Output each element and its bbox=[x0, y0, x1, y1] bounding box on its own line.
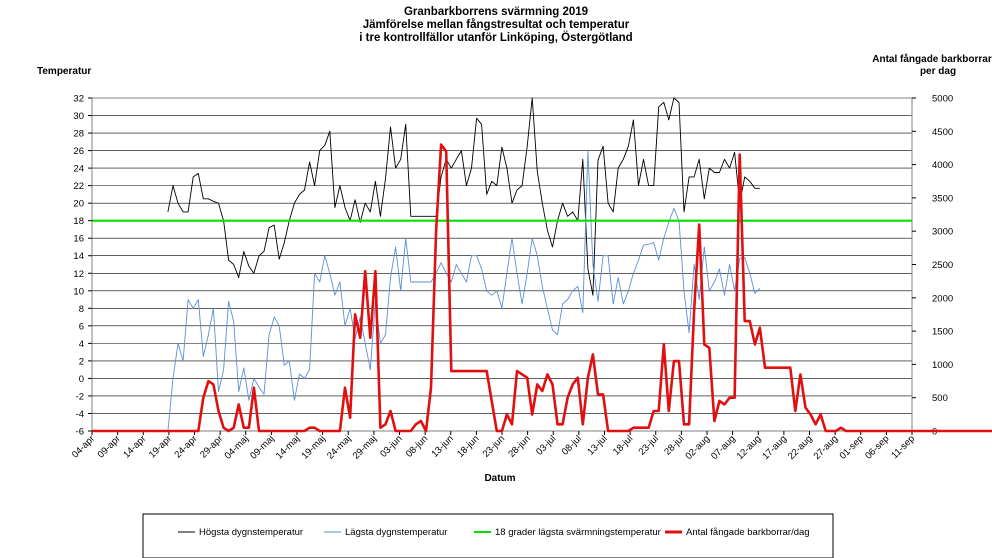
series-lines bbox=[92, 97, 992, 433]
right-tick-label: 1000 bbox=[932, 360, 953, 371]
left-axis-label: Temperatur bbox=[37, 66, 91, 77]
series-low-temp bbox=[167, 150, 761, 432]
x-tick-label: 19-apr bbox=[147, 433, 174, 460]
left-tick-label: 18 bbox=[73, 216, 84, 227]
left-tick-label: 4 bbox=[79, 339, 84, 350]
left-tick-label: 22 bbox=[73, 181, 84, 192]
right-tick-label: 500 bbox=[932, 393, 948, 404]
right-tick-label: 2500 bbox=[932, 260, 953, 271]
left-tick-label: 24 bbox=[73, 164, 84, 175]
x-tick-label: 06-sep bbox=[863, 433, 891, 461]
right-tick-label: 3000 bbox=[932, 227, 953, 238]
right-axis-label-line-2: per dag bbox=[920, 66, 956, 77]
x-tick-label: 11-sep bbox=[889, 433, 917, 461]
title-line-1: Granbarkborrens svärmning 2019 bbox=[404, 6, 588, 18]
x-tick-label: 24-maj bbox=[325, 433, 353, 461]
title-line-2: Jämförelse mellan fångstresultat och tem… bbox=[363, 19, 630, 31]
legend-label-high: Högsta dygnstemperatur bbox=[199, 527, 303, 538]
left-tick-label: -4 bbox=[76, 409, 84, 420]
x-tick-label: 04-maj bbox=[223, 433, 251, 461]
x-tick-label: 23-jun bbox=[481, 433, 507, 459]
legend-box bbox=[142, 513, 834, 558]
left-tick-label: 28 bbox=[73, 129, 84, 140]
right-tick-label: 4000 bbox=[932, 160, 953, 171]
left-tick-label: 12 bbox=[73, 269, 84, 280]
right-tick-label: 5000 bbox=[932, 94, 953, 105]
x-tick-label: 29-maj bbox=[351, 433, 379, 461]
x-tick-label: 07-aug bbox=[709, 433, 738, 462]
x-tick-label: 17-aug bbox=[760, 433, 789, 462]
x-tick-label: 23-jul bbox=[637, 433, 661, 457]
left-tick-label: 8 bbox=[79, 304, 84, 315]
x-tick-label: 14-maj bbox=[274, 433, 302, 461]
x-tick-label: 08-jun bbox=[404, 433, 430, 459]
x-tick-label: 13-jul bbox=[585, 433, 609, 457]
x-tick-label: 18-jul bbox=[611, 433, 635, 457]
left-tick-label: 0 bbox=[79, 374, 84, 385]
chart-title: Granbarkborrens svärmning 2019 Jämförels… bbox=[359, 6, 632, 44]
x-tick-label: 19-maj bbox=[299, 433, 327, 461]
series-beetle-count bbox=[92, 143, 992, 433]
left-tick-label: 30 bbox=[73, 111, 84, 122]
legend-label-low: Lägsta dygnstemperatur bbox=[345, 527, 447, 538]
x-tick-label: 24-apr bbox=[172, 433, 199, 460]
legend-label-threshold: 18 grader lägsta svärmningstemperatur bbox=[495, 527, 661, 538]
left-tick-label: -2 bbox=[76, 391, 84, 402]
x-tick-label: 14-apr bbox=[121, 433, 148, 460]
legend: Högsta dygnstemperatur Lägsta dygnstempe… bbox=[142, 513, 834, 558]
x-tick-label: 12-aug bbox=[735, 433, 764, 462]
legend-label-count: Antal fångade barkborrar/dag bbox=[686, 527, 810, 538]
x-tick-label: 09-apr bbox=[96, 433, 123, 460]
x-tick-label: 08-jul bbox=[560, 433, 584, 457]
x-tick-label: 03-jul bbox=[534, 433, 558, 457]
x-tick-label: 02-aug bbox=[683, 433, 712, 462]
left-tick-label: 26 bbox=[73, 146, 84, 157]
x-tick-label: 22-aug bbox=[786, 433, 815, 462]
left-tick-label: 2 bbox=[79, 356, 84, 367]
x-axis-label: Datum bbox=[484, 473, 515, 484]
x-axis: 04-apr09-apr14-apr19-apr24-apr29-apr04-m… bbox=[70, 431, 917, 462]
series-high-temp bbox=[167, 97, 760, 296]
left-tick-label: 32 bbox=[73, 94, 84, 105]
x-tick-label: 13-jun bbox=[429, 433, 455, 459]
x-tick-label: 01-sep bbox=[838, 433, 866, 461]
left-tick-label: 6 bbox=[79, 321, 84, 332]
left-tick-label: 16 bbox=[73, 234, 84, 245]
left-tick-label: 20 bbox=[73, 199, 84, 210]
right-tick-label: 2000 bbox=[932, 293, 953, 304]
right-tick-label: 4500 bbox=[932, 127, 953, 138]
left-tick-label: 10 bbox=[73, 286, 84, 297]
x-tick-label: 18-jun bbox=[455, 433, 481, 459]
x-tick-label: 29-apr bbox=[198, 433, 225, 460]
x-tick-label: 27-aug bbox=[812, 433, 841, 462]
left-tick-label: -6 bbox=[76, 427, 84, 438]
right-axis-label-line-1: Antal fångade barkborrar bbox=[872, 53, 992, 65]
x-tick-label: 03-jun bbox=[378, 433, 404, 459]
right-tick-label: 1500 bbox=[932, 327, 953, 338]
right-tick-label: 3500 bbox=[932, 193, 953, 204]
left-tick-label: 14 bbox=[73, 251, 84, 262]
x-tick-label: 09-maj bbox=[248, 433, 276, 461]
x-tick-label: 28-jun bbox=[506, 433, 532, 459]
title-line-3: i tre kontrollfällor utanför Linköping, … bbox=[359, 31, 632, 44]
